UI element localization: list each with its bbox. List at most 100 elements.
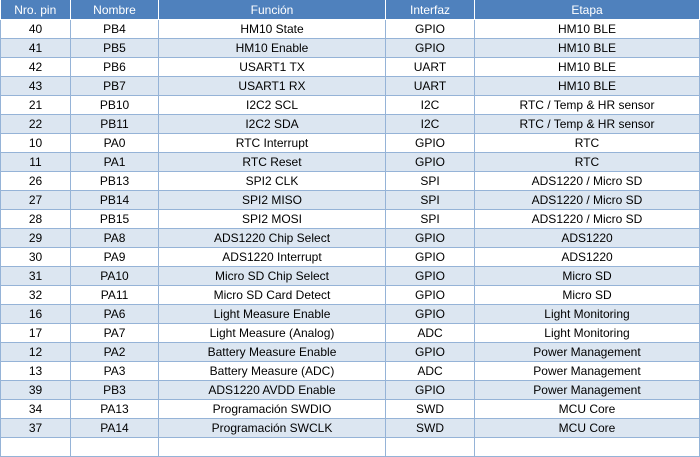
table-row[interactable]: 29 PA8 ADS1220 Chip Select GPIO ADS1220 xyxy=(0,228,700,248)
table-row[interactable]: 42 PB6 USART1 TX UART HM10 BLE xyxy=(0,57,700,77)
cell-function: RTC Interrupt xyxy=(158,133,386,153)
cell-interface xyxy=(385,437,475,457)
cell-name: PA3 xyxy=(70,361,159,381)
table-row[interactable]: 22 PB11 I2C2 SDA I2C RTC / Temp & HR sensor xyxy=(0,114,700,134)
cell-pin-number: 26 xyxy=(0,171,71,191)
cell-function: Micro SD Card Detect xyxy=(158,285,386,305)
cell-pin-number: 34 xyxy=(0,399,71,419)
cell-interface: GPIO xyxy=(385,285,475,305)
cell-interface: SPI xyxy=(385,171,475,191)
cell-stage: RTC xyxy=(474,133,700,153)
cell-interface: GPIO xyxy=(385,247,475,267)
cell-stage: MCU Core xyxy=(474,399,700,419)
cell-interface: GPIO xyxy=(385,342,475,362)
cell-interface: I2C xyxy=(385,95,475,115)
header-stage[interactable]: Etapa xyxy=(474,0,700,20)
cell-interface: ADC xyxy=(385,361,475,381)
cell-interface: GPIO xyxy=(385,228,475,248)
cell-name: PA0 xyxy=(70,133,159,153)
cell-stage: RTC / Temp & HR sensor xyxy=(474,95,700,115)
cell-function: RTC Reset xyxy=(158,152,386,172)
cell-pin-number: 13 xyxy=(0,361,71,381)
table-row[interactable]: 39 PB3 ADS1220 AVDD Enable GPIO Power Manage… xyxy=(0,380,700,400)
cell-pin-number: 10 xyxy=(0,133,71,153)
table-row[interactable]: 16 PA6 Light Measure Enable GPIO Light Monit… xyxy=(0,304,700,324)
cell-pin-number: 27 xyxy=(0,190,71,210)
cell-name: PB10 xyxy=(70,95,159,115)
cell-function: Micro SD Chip Select xyxy=(158,266,386,286)
table-row[interactable]: 13 PA3 Battery Measure (ADC) ADC Power Manag… xyxy=(0,361,700,381)
table-row[interactable]: 40 PB4 HM10 State GPIO HM10 BLE xyxy=(0,19,700,39)
cell-name: PA11 xyxy=(70,285,159,305)
table-row[interactable]: 10 PA0 RTC Interrupt GPIO RTC xyxy=(0,133,700,153)
table-row[interactable]: 26 PB13 SPI2 CLK SPI ADS1220 / Micro SD xyxy=(0,171,700,191)
table-row[interactable]: 21 PB10 I2C2 SCL I2C RTC / Temp & HR sensor xyxy=(0,95,700,115)
cell-stage: RTC xyxy=(474,152,700,172)
cell-stage: HM10 BLE xyxy=(474,57,700,77)
cell-function: I2C2 SCL xyxy=(158,95,386,115)
cell-pin-number: 28 xyxy=(0,209,71,229)
cell-function: Battery Measure Enable xyxy=(158,342,386,362)
header-function[interactable]: Función xyxy=(158,0,386,20)
cell-interface: I2C xyxy=(385,114,475,134)
cell-pin-number: 16 xyxy=(0,304,71,324)
cell-pin-number: 12 xyxy=(0,342,71,362)
cell-pin-number: 32 xyxy=(0,285,71,305)
cell-name: PB3 xyxy=(70,380,159,400)
table-row[interactable]: 30 PA9 ADS1220 Interrupt GPIO ADS1220 xyxy=(0,247,700,267)
cell-interface: SWD xyxy=(385,399,475,419)
cell-name: PB5 xyxy=(70,38,159,58)
cell-pin-number: 39 xyxy=(0,380,71,400)
cell-stage: Power Management xyxy=(474,380,700,400)
table-row[interactable]: 43 PB7 USART1 RX UART HM10 BLE xyxy=(0,76,700,96)
header-interface[interactable]: Interfaz xyxy=(385,0,475,20)
cell-pin-number: 22 xyxy=(0,114,71,134)
cell-stage xyxy=(474,437,700,457)
table-row[interactable]: 41 PB5 HM10 Enable GPIO HM10 BLE xyxy=(0,38,700,58)
table-row[interactable]: 32 PA11 Micro SD Card Detect GPIO Micro SD xyxy=(0,285,700,305)
cell-interface: UART xyxy=(385,76,475,96)
cell-name: PA1 xyxy=(70,152,159,172)
cell-function: Programación SWCLK xyxy=(158,418,386,438)
cell-pin-number: 37 xyxy=(0,418,71,438)
header-name[interactable]: Nombre xyxy=(70,0,159,20)
cell-interface: SWD xyxy=(385,418,475,438)
cell-interface: GPIO xyxy=(385,38,475,58)
table-row[interactable]: 37 PA14 Programación SWCLK SWD MCU Core xyxy=(0,418,700,438)
table-row[interactable]: 11 PA1 RTC Reset GPIO RTC xyxy=(0,152,700,172)
cell-stage: MCU Core xyxy=(474,418,700,438)
cell-interface: ADC xyxy=(385,323,475,343)
cell-stage: Micro SD xyxy=(474,266,700,286)
header-pin-number[interactable]: Nro. pin xyxy=(0,0,71,20)
cell-function xyxy=(158,437,386,457)
cell-name: PA7 xyxy=(70,323,159,343)
cell-stage: HM10 BLE xyxy=(474,38,700,58)
cell-stage: ADS1220 xyxy=(474,228,700,248)
cell-pin-number: 30 xyxy=(0,247,71,267)
cell-name: PB11 xyxy=(70,114,159,134)
cell-stage: ADS1220 / Micro SD xyxy=(474,209,700,229)
cell-stage: Micro SD xyxy=(474,285,700,305)
cell-function: ADS1220 Chip Select xyxy=(158,228,386,248)
table-row[interactable]: 31 PA10 Micro SD Chip Select GPIO Micro SD xyxy=(0,266,700,286)
cell-stage: RTC / Temp & HR sensor xyxy=(474,114,700,134)
cell-pin-number: 17 xyxy=(0,323,71,343)
cell-name: PA14 xyxy=(70,418,159,438)
table-row[interactable]: 12 PA2 Battery Measure Enable GPIO Power Man… xyxy=(0,342,700,362)
cell-function: HM10 Enable xyxy=(158,38,386,58)
cell-pin-number: 29 xyxy=(0,228,71,248)
cell-pin-number: 31 xyxy=(0,266,71,286)
table-row[interactable]: 17 PA7 Light Measure (Analog) ADC Light Moni… xyxy=(0,323,700,343)
cell-name: PA2 xyxy=(70,342,159,362)
table-row[interactable] xyxy=(0,437,700,457)
cell-interface: UART xyxy=(385,57,475,77)
table-row[interactable]: 34 PA13 Programación SWDIO SWD MCU Core xyxy=(0,399,700,419)
cell-stage: ADS1220 / Micro SD xyxy=(474,171,700,191)
cell-pin-number: 21 xyxy=(0,95,71,115)
table-body: 40 PB4 HM10 State GPIO HM10 BLE 41 PB5 HM10 Ena… xyxy=(0,19,700,457)
cell-function: SPI2 MOSI xyxy=(158,209,386,229)
table-row[interactable]: 27 PB14 SPI2 MISO SPI ADS1220 / Micro SD xyxy=(0,190,700,210)
cell-pin-number: 40 xyxy=(0,19,71,39)
cell-function: ADS1220 Interrupt xyxy=(158,247,386,267)
table-row[interactable]: 28 PB15 SPI2 MOSI SPI ADS1220 / Micro SD xyxy=(0,209,700,229)
